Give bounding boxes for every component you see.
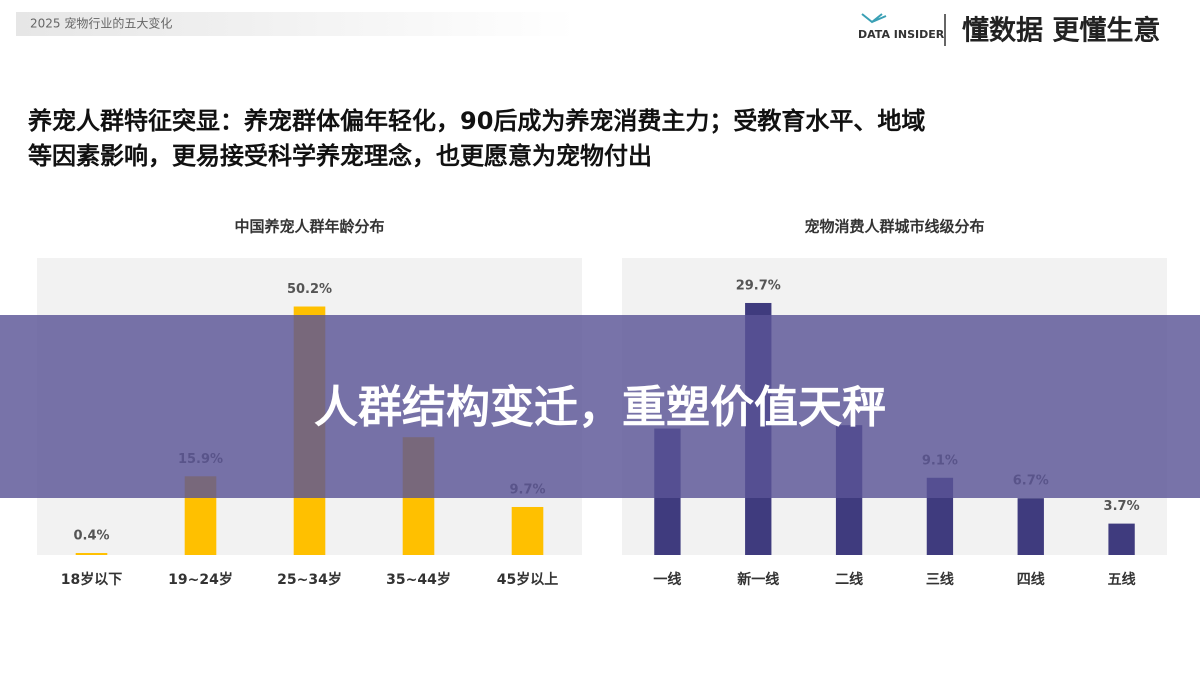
logo-icon [861,13,887,24]
x-tick-label: 18岁以下 [61,571,122,588]
bar [1108,523,1135,555]
x-tick-label: 35~44岁 [386,571,451,588]
value-label: 29.7% [736,278,781,293]
x-tick-label: 五线 [1108,571,1136,588]
logo-text: DATA INSIDER [858,28,945,41]
x-tick-label: 19~24岁 [168,571,233,588]
x-tick-label: 25~34岁 [277,571,342,588]
banner-text: 人群结构变迁，重塑价值天秤 [314,382,886,433]
banner [0,315,1200,498]
value-label: 3.7% [1104,499,1140,514]
x-tick-label: 四线 [1017,571,1045,588]
header-label: 2025 宠物行业的五大变化 [30,16,172,31]
bar [1017,498,1044,555]
x-tick-label: 45岁以上 [497,571,558,588]
x-tick-label: 新一线 [737,571,779,588]
x-tick-label: 一线 [653,571,681,588]
x-tick-label: 二线 [835,571,863,588]
bar [75,553,108,555]
headline: 养宠人群特征突显：养宠群体偏年轻化，90后成为养宠消费主力；受教育水平、地域 [27,107,925,135]
value-label: 0.4% [73,529,109,544]
slogan: 懂数据 更懂生意 [962,15,1160,47]
value-label: 50.2% [287,282,332,297]
chart-title: 宠物消费人群城市线级分布 [804,218,984,236]
x-tick-label: 三线 [926,571,954,588]
header-bar [16,12,576,36]
chart-title: 中国养宠人群年龄分布 [234,218,384,236]
headline: 等因素影响，更易接受科学养宠理念，也更愿意为宠物付出 [28,142,652,170]
bar [511,506,544,555]
